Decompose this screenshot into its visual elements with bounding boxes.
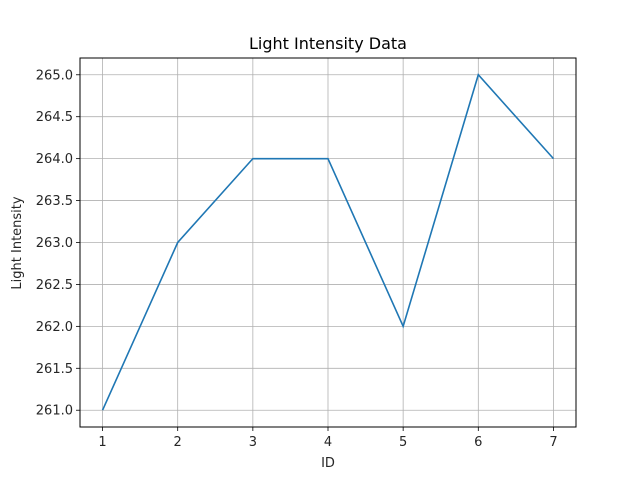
x-tick-label: 1 (98, 435, 106, 450)
y-tick-label: 264.5 (36, 110, 73, 125)
chart-title: Light Intensity Data (249, 34, 407, 53)
y-tick-label: 261.5 (36, 362, 73, 377)
x-axis-ticks: 1 2 3 4 5 6 7 (98, 427, 558, 450)
y-tick-label: 262.5 (36, 278, 73, 293)
x-tick-label: 3 (249, 435, 257, 450)
y-tick-label: 263.0 (36, 236, 73, 251)
x-tick-label: 7 (549, 435, 557, 450)
x-tick-label: 5 (399, 435, 407, 450)
x-axis-label: ID (321, 456, 335, 471)
y-tick-label: 264.0 (36, 152, 73, 167)
y-axis-label: Light Intensity (10, 196, 25, 289)
y-tick-label: 262.0 (36, 320, 73, 335)
y-tick-label: 261.0 (36, 404, 73, 419)
y-tick-label: 263.5 (36, 194, 73, 209)
x-tick-label: 4 (324, 435, 332, 450)
x-tick-label: 6 (474, 435, 482, 450)
x-tick-label: 2 (174, 435, 182, 450)
y-tick-label: 265.0 (36, 68, 73, 83)
series-group (101, 73, 555, 411)
y-axis-ticks: 261.0 261.5 262.0 262.5 263.0 263.5 264.0 264.5… (36, 68, 80, 419)
